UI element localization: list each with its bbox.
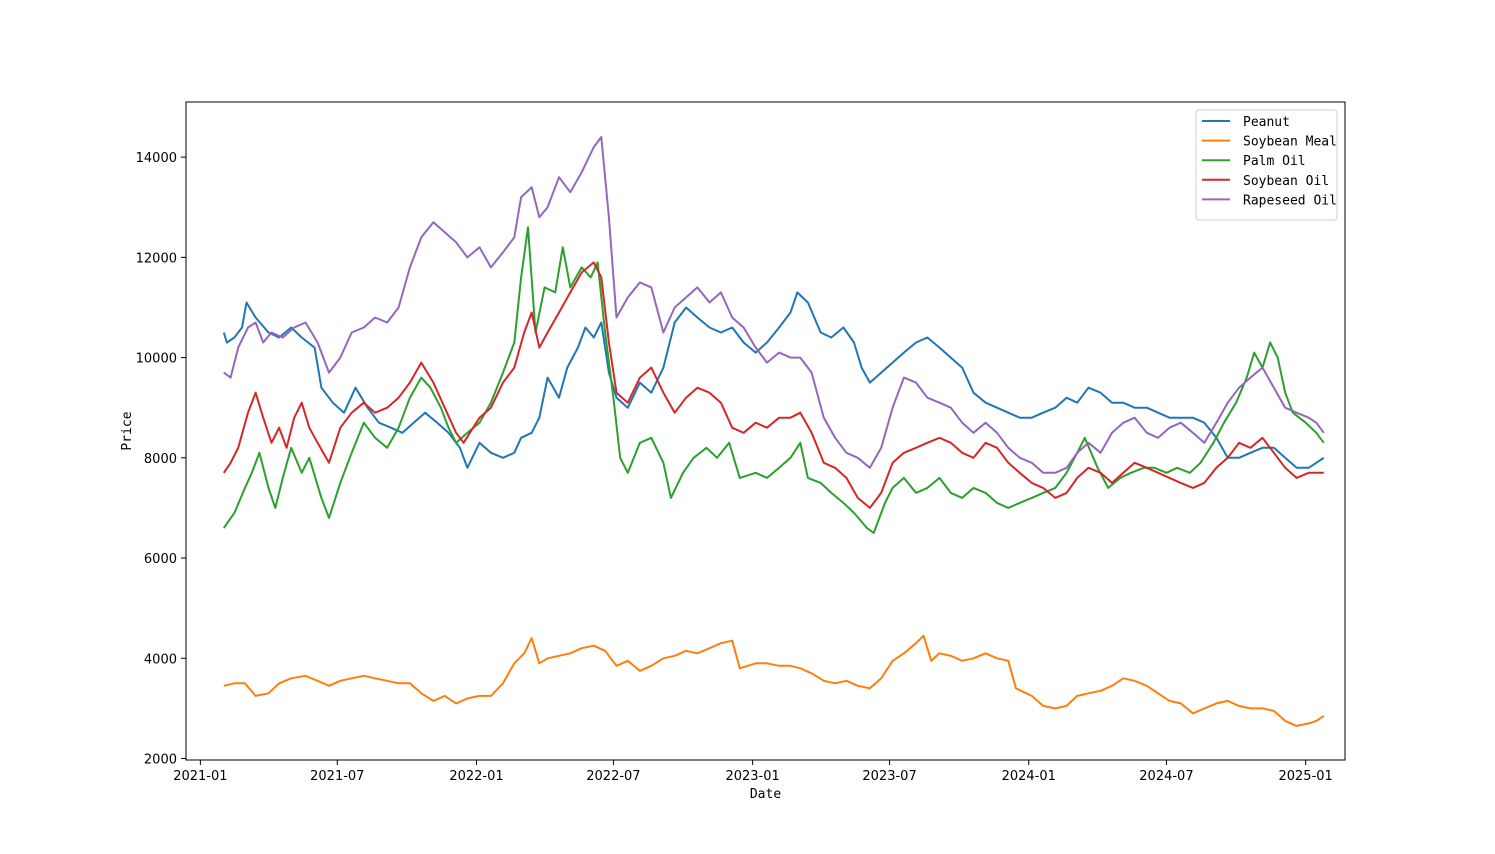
y-axis-label: Price	[120, 411, 135, 450]
x-axis-label: Date	[750, 787, 781, 802]
legend-label: Soybean Meal	[1243, 135, 1337, 150]
y-tick-label: 2000	[144, 752, 177, 767]
series-line-peanut	[222, 291, 1325, 469]
legend-box	[1195, 109, 1338, 221]
x-tick-label: 2024-07	[1139, 769, 1193, 784]
x-tick-label: 2021-01	[173, 769, 227, 784]
x-tick-label: 2024-01	[1002, 769, 1056, 784]
x-tick-label: 2022-01	[449, 769, 503, 784]
y-tick-label: 6000	[144, 552, 177, 567]
series-line-rapeseed-oil	[223, 136, 1325, 474]
x-axis: 2021-01 2021-07 2022-01 2022-07 2023-01 2023-…	[173, 760, 1333, 784]
legend-label: Rapeseed Oil	[1243, 193, 1337, 208]
series-line-soybean-meal	[223, 634, 1325, 727]
legend-label: Palm Oil	[1243, 154, 1306, 169]
x-tick-label: 2023-01	[725, 769, 779, 784]
plot-frame	[185, 101, 1346, 761]
series-line-palm-oil	[222, 226, 1325, 534]
legend: Peanut Soybean Meal Palm Oil Soybean Oil Rap…	[1195, 109, 1338, 221]
y-tick-label: 10000	[136, 352, 177, 367]
y-tick-label: 4000	[144, 652, 177, 667]
y-tick-label: 14000	[136, 151, 177, 166]
x-tick-label: 2021-07	[310, 769, 364, 784]
y-axis: 2000 4000 6000 8000 10000 12000 14000	[136, 151, 186, 767]
y-tick-label: 12000	[136, 251, 177, 266]
x-tick-label: 2023-07	[862, 769, 916, 784]
x-tick-label: 2022-07	[586, 769, 640, 784]
series-line-soybean-oil	[222, 261, 1324, 509]
x-tick-label: 2025-01	[1278, 769, 1332, 784]
legend-label: Soybean Oil	[1243, 174, 1329, 189]
y-tick-label: 8000	[144, 452, 177, 467]
legend-label: Peanut	[1243, 115, 1290, 130]
plot-lines	[222, 136, 1325, 727]
